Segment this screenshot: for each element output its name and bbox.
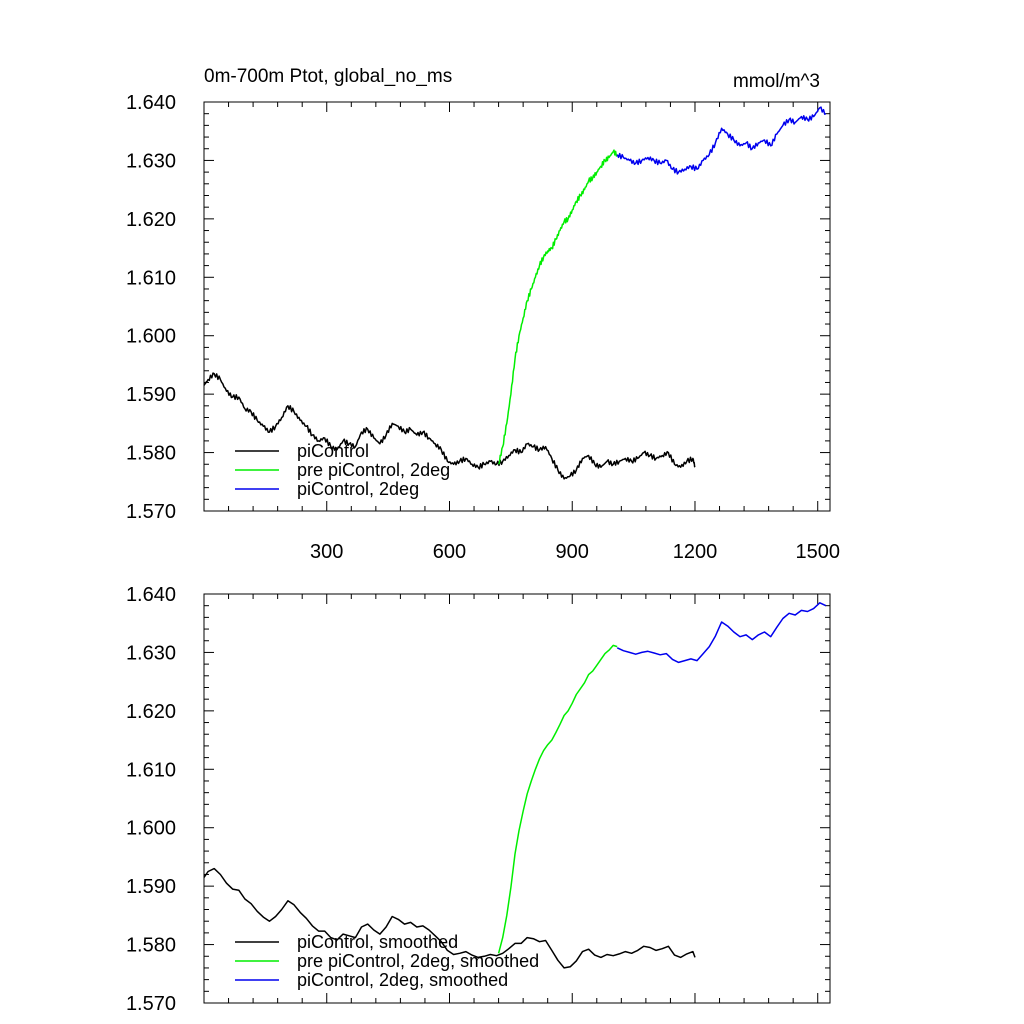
x-tick-label: 900 <box>556 541 589 563</box>
series-line-2 <box>497 644 618 954</box>
y-tick-label: 1.580 <box>126 935 176 957</box>
series-line-1 <box>203 372 696 480</box>
series-line-1 <box>203 867 696 969</box>
legend-label-2: pre piControl, 2deg <box>297 460 450 480</box>
y-tick-label: 1.600 <box>126 326 176 348</box>
legend-label-1: piControl, smoothed <box>297 932 458 952</box>
y-tick-label: 1.640 <box>126 584 176 606</box>
legend-label-3: piControl, 2deg <box>297 479 419 499</box>
units-label: mmol/m^3 <box>733 71 820 92</box>
y-tick-label: 1.570 <box>126 501 176 523</box>
y-tick-label: 1.590 <box>126 384 176 406</box>
series-line-3 <box>616 602 827 664</box>
y-tick-label: 1.610 <box>126 759 176 781</box>
legend-label-3: piControl, 2deg, smoothed <box>297 970 508 990</box>
y-tick-label: 1.630 <box>126 642 176 664</box>
y-tick-label: 1.570 <box>126 993 176 1015</box>
x-tick-label: 1500 <box>795 541 840 563</box>
plot-frame <box>203 593 831 1004</box>
x-tick-label: 1200 <box>673 541 718 563</box>
top-panel: 0m-700m Ptot, global_no_ms mmol/m^3 300 6… <box>126 66 840 563</box>
plot-frame <box>203 101 831 512</box>
y-tick-label: 1.610 <box>126 267 176 289</box>
y-tick-label: 1.580 <box>126 443 176 465</box>
y-tick-label: 1.620 <box>126 701 176 723</box>
y-tick-label: 1.600 <box>126 818 176 840</box>
bottom-panel: 1.570 1.580 1.590 1.600 1.610 1.620 1.630 1.640… <box>126 584 831 1015</box>
y-tick-label: 1.640 <box>126 92 176 114</box>
series-line-2 <box>497 149 618 465</box>
legend-label-2: pre piControl, 2deg, smoothed <box>297 951 539 971</box>
y-tick-label: 1.590 <box>126 876 176 898</box>
y-tick-label: 1.620 <box>126 209 176 231</box>
x-tick-label: 600 <box>433 541 466 563</box>
x-tick-label: 300 <box>310 541 343 563</box>
chart-title: 0m-700m Ptot, global_no_ms <box>204 66 452 87</box>
series-line-3 <box>616 106 827 175</box>
legend-label-1: piControl <box>297 441 369 461</box>
y-tick-label: 1.630 <box>126 150 176 172</box>
